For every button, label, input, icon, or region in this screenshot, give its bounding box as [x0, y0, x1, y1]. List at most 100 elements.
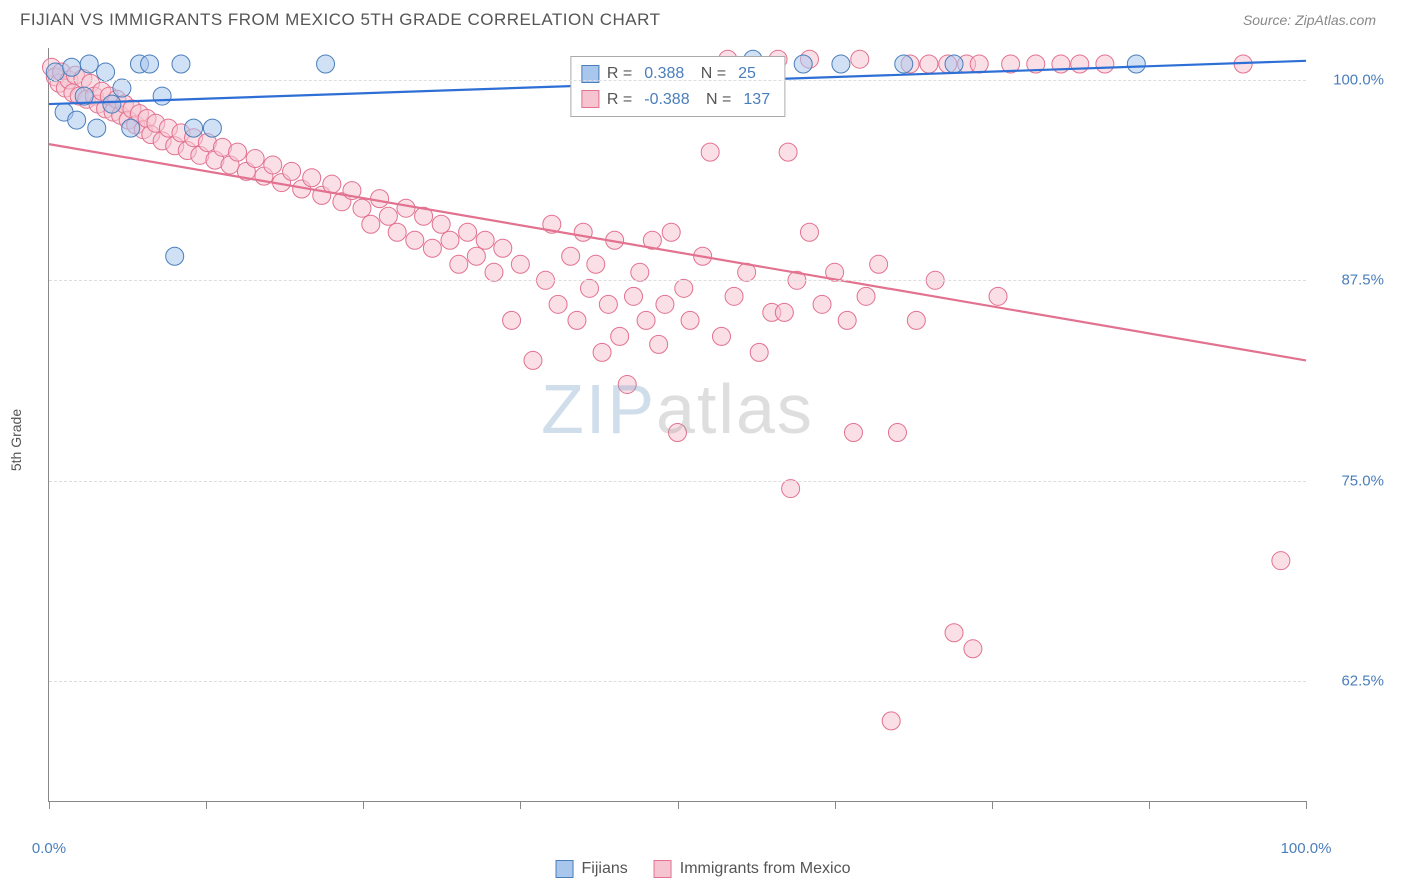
x-tick-mark	[206, 801, 207, 809]
scatter-point-mexico	[450, 255, 468, 273]
trend-line-mexico	[49, 144, 1306, 360]
scatter-point-mexico	[587, 255, 605, 273]
scatter-point-mexico	[650, 335, 668, 353]
scatter-point-mexico	[467, 247, 485, 265]
bottom-legend: Fijians Immigrants from Mexico	[556, 860, 851, 878]
scatter-point-mexico	[945, 624, 963, 642]
legend-row-fijians: R = 0.388 N = 25	[581, 61, 774, 87]
scatter-point-mexico	[1096, 55, 1114, 73]
gridline-h	[49, 481, 1306, 482]
gridline-h	[49, 681, 1306, 682]
scatter-point-mexico	[857, 287, 875, 305]
scatter-point-mexico	[712, 327, 730, 345]
scatter-point-mexico	[907, 311, 925, 329]
y-tick-label: 100.0%	[1314, 72, 1384, 89]
bottom-legend-label: Fijians	[582, 860, 628, 878]
bottom-legend-label: Immigrants from Mexico	[680, 860, 851, 878]
scatter-point-mexico	[562, 247, 580, 265]
legend-n-label: N =	[696, 61, 726, 87]
scatter-point-mexico	[476, 231, 494, 249]
scatter-point-mexico	[303, 169, 321, 187]
scatter-point-mexico	[264, 156, 282, 174]
legend-swatch	[556, 860, 574, 878]
scatter-point-mexico	[964, 640, 982, 658]
scatter-point-fijians	[794, 55, 812, 73]
x-tick-label: 100.0%	[1281, 840, 1332, 857]
legend-n-value: 137	[739, 87, 774, 113]
scatter-point-mexico	[779, 143, 797, 161]
y-axis-label: 5th Grade	[8, 409, 24, 471]
scatter-point-fijians	[113, 79, 131, 97]
scatter-point-mexico	[283, 162, 301, 180]
scatter-point-mexico	[574, 223, 592, 241]
scatter-point-fijians	[88, 119, 106, 137]
legend-swatch	[654, 860, 672, 878]
scatter-point-mexico	[813, 295, 831, 313]
scatter-point-fijians	[80, 55, 98, 73]
scatter-point-fijians	[46, 63, 64, 81]
scatter-point-mexico	[625, 287, 643, 305]
scatter-point-mexico	[549, 295, 567, 313]
x-tick-mark	[678, 801, 679, 809]
source-attribution: Source: ZipAtlas.com	[1243, 12, 1376, 28]
scatter-point-mexico	[870, 255, 888, 273]
x-tick-mark	[49, 801, 50, 809]
scatter-point-mexico	[459, 223, 477, 241]
scatter-point-mexico	[362, 215, 380, 233]
scatter-point-mexico	[631, 263, 649, 281]
scatter-point-mexico	[388, 223, 406, 241]
scatter-point-mexico	[838, 311, 856, 329]
scatter-point-fijians	[832, 55, 850, 73]
scatter-point-mexico	[882, 712, 900, 730]
legend-n-label: N =	[702, 87, 732, 113]
scatter-point-mexico	[593, 343, 611, 361]
scatter-point-mexico	[800, 223, 818, 241]
gridline-h	[49, 280, 1306, 281]
legend-n-value: 25	[734, 61, 760, 87]
scatter-point-mexico	[920, 55, 938, 73]
y-tick-label: 87.5%	[1314, 272, 1384, 289]
scatter-point-fijians	[68, 111, 86, 129]
scatter-point-fijians	[153, 87, 171, 105]
chart-container: 5th Grade ZIPatlas R =0.388 N =25R =-0.3…	[48, 48, 1386, 832]
x-tick-mark	[1306, 801, 1307, 809]
scatter-point-mexico	[844, 424, 862, 442]
scatter-point-mexico	[701, 143, 719, 161]
scatter-point-mexico	[750, 343, 768, 361]
scatter-point-mexico	[725, 287, 743, 305]
scatter-point-mexico	[524, 351, 542, 369]
scatter-point-mexico	[397, 199, 415, 217]
scatter-point-mexico	[503, 311, 521, 329]
scatter-point-mexico	[229, 143, 247, 161]
x-tick-mark	[1149, 801, 1150, 809]
scatter-point-mexico	[379, 207, 397, 225]
scatter-point-mexico	[851, 50, 869, 68]
gridline-h	[49, 80, 1306, 81]
scatter-point-mexico	[406, 231, 424, 249]
x-tick-label: 0.0%	[32, 840, 66, 857]
scatter-point-mexico	[511, 255, 529, 273]
scatter-point-mexico	[568, 311, 586, 329]
scatter-point-mexico	[662, 223, 680, 241]
scatter-point-mexico	[782, 480, 800, 498]
scatter-point-fijians	[895, 55, 913, 73]
y-tick-label: 75.0%	[1314, 472, 1384, 489]
legend-r-value: 0.388	[640, 61, 688, 87]
scatter-point-mexico	[423, 239, 441, 257]
x-tick-mark	[520, 801, 521, 809]
x-tick-mark	[363, 801, 364, 809]
scatter-point-mexico	[669, 424, 687, 442]
legend-row-mexico: R =-0.388 N =137	[581, 87, 774, 113]
scatter-point-mexico	[599, 295, 617, 313]
scatter-point-mexico	[989, 287, 1007, 305]
scatter-point-fijians	[166, 247, 184, 265]
scatter-point-mexico	[246, 150, 264, 168]
scatter-point-fijians	[122, 119, 140, 137]
bottom-legend-item-fijians: Fijians	[556, 860, 628, 878]
scatter-point-fijians	[141, 55, 159, 73]
scatter-point-mexico	[618, 375, 636, 393]
scatter-point-mexico	[441, 231, 459, 249]
legend-r-label: R =	[607, 61, 632, 87]
plot-area: ZIPatlas R =0.388 N =25R =-0.388 N =137 …	[48, 48, 1306, 802]
scatter-point-mexico	[1071, 55, 1089, 73]
